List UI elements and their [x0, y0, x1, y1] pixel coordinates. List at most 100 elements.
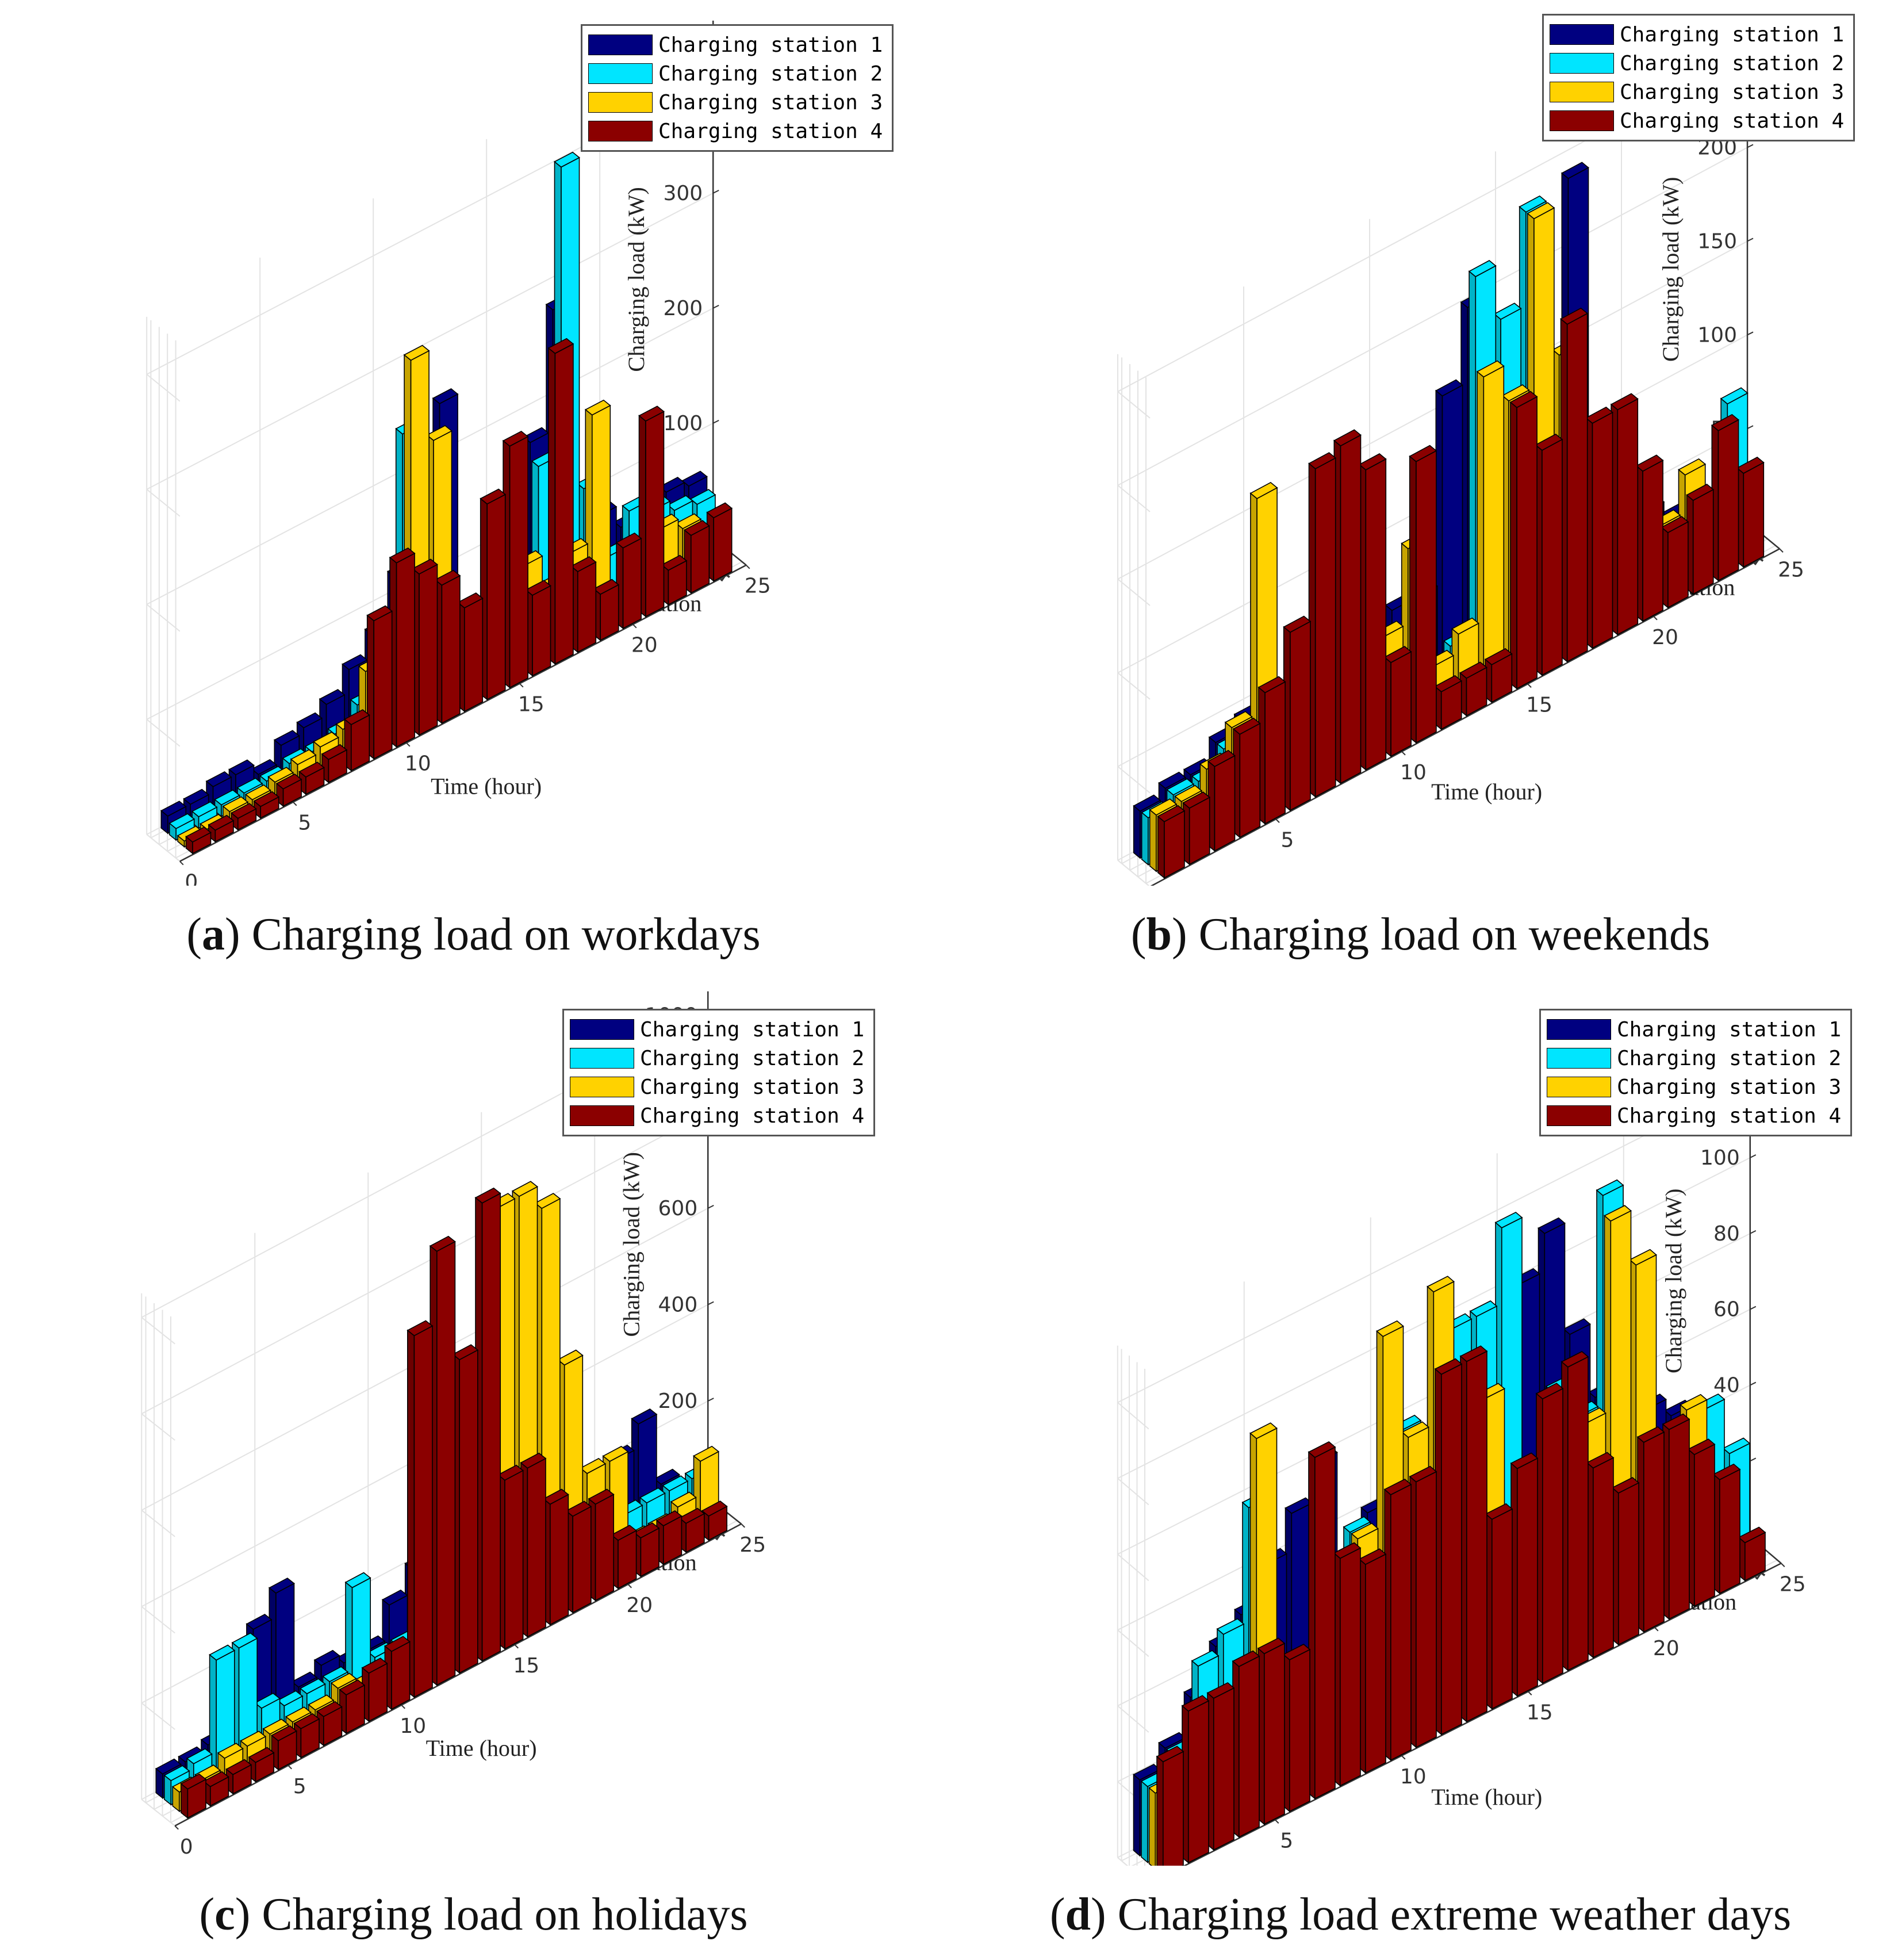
x-tick-label: 25 [739, 1533, 766, 1557]
legend-c: Charging station 1 Charging station 2 Ch… [562, 1009, 876, 1136]
bar-front-face [1692, 488, 1714, 595]
bar-front-face [441, 575, 461, 724]
bar-front-face [691, 525, 710, 594]
z-tick [1750, 1154, 1757, 1158]
bar [520, 1452, 547, 1638]
x-tick [287, 1765, 292, 1770]
bar-top-face [366, 605, 393, 622]
bar-top-face [610, 1525, 638, 1541]
z-tick [1747, 144, 1754, 148]
bar [1476, 360, 1505, 697]
x-tick-label: 25 [1778, 558, 1804, 581]
legend-item-2: Charging station 2 [570, 1044, 864, 1073]
x-axis-line [1150, 548, 1780, 886]
bar [1232, 717, 1261, 839]
caption-title: Charging load extreme weather days [1117, 1889, 1792, 1940]
grid-line [1117, 672, 1151, 700]
bar-top-face [1712, 1463, 1741, 1480]
bar-top-face [615, 532, 642, 549]
x-tick-label: 5 [293, 1775, 306, 1798]
bar [1459, 1345, 1488, 1723]
bar-top-face [299, 1678, 326, 1694]
z-tick-label: 200 [658, 1389, 698, 1413]
bar [202, 1771, 229, 1807]
z-tick [1750, 1306, 1757, 1310]
bar [1358, 453, 1387, 771]
bar [547, 338, 574, 665]
bar-top-face [1149, 798, 1178, 816]
bar-top-face [1401, 1421, 1429, 1438]
bar-front-face [1719, 1468, 1740, 1594]
bar-side-face [1141, 1780, 1148, 1863]
x-tick [741, 1523, 745, 1528]
bar-top-face [661, 554, 688, 571]
bar [655, 1510, 683, 1565]
x-tick [1401, 1755, 1406, 1760]
bar-top-face [1722, 1437, 1751, 1454]
bar-side-face [1510, 401, 1517, 690]
bar-top-face [1207, 749, 1236, 767]
bar-top-face [407, 1320, 434, 1337]
bar-top-face [1468, 260, 1497, 277]
bar-top-face [502, 430, 529, 447]
bar [610, 1525, 638, 1590]
grid-line [141, 1798, 175, 1827]
x-axis-title: Time (hour) [1431, 1784, 1542, 1810]
bar [706, 502, 733, 582]
bar-top-face [316, 1701, 343, 1717]
bar-top-face [1686, 484, 1715, 501]
bar-front-face [413, 1325, 433, 1698]
bar [339, 1679, 366, 1735]
bar-top-face [322, 1666, 349, 1682]
bar-top-face [1257, 1637, 1286, 1655]
bar-top-face [1538, 1217, 1566, 1234]
legend-item-1: Charging station 1 [570, 1015, 864, 1044]
bar [542, 1488, 569, 1626]
x-axis-title: Time (hour) [1431, 779, 1542, 805]
bar-top-face [1519, 195, 1547, 213]
caption-letter: b [1146, 909, 1172, 960]
bar-front-face [1542, 438, 1563, 676]
x-tick-label: 15 [518, 693, 545, 717]
bar-top-face [1283, 615, 1312, 633]
z-tick-label: 400 [658, 1293, 698, 1317]
z-tick [707, 1204, 714, 1209]
legend-item-1: Charging station 1 [1547, 1015, 1841, 1044]
z-tick [712, 189, 719, 194]
bar-top-face [296, 712, 323, 729]
bar [1206, 1682, 1235, 1851]
legend-swatch-1 [1547, 1019, 1611, 1040]
bar-top-face [236, 778, 263, 794]
bar-front-face [1339, 1547, 1361, 1787]
bar-side-face [1148, 1786, 1156, 1866]
bar-top-face [1610, 393, 1639, 411]
bar [321, 744, 348, 784]
bar-top-face [1451, 617, 1479, 635]
bar [1207, 749, 1236, 852]
bar-top-face [183, 788, 210, 805]
bar-top-face [275, 773, 302, 790]
bar [525, 580, 551, 677]
bar [593, 579, 620, 641]
bar [429, 1235, 456, 1686]
bar-front-face [436, 1241, 456, 1686]
bar-top-face [1383, 646, 1412, 663]
x-axis-line [1183, 1563, 1782, 1866]
bar [497, 1464, 524, 1650]
bar-top-face [480, 488, 507, 505]
bar-top-face [1509, 391, 1538, 408]
bar-front-face [577, 561, 597, 653]
bar-top-face [1585, 406, 1613, 424]
bar [1182, 791, 1211, 866]
x-tick [1653, 616, 1658, 621]
bar [474, 1187, 501, 1662]
bar-top-face [570, 556, 597, 572]
grid-line [1117, 1553, 1149, 1582]
bar [343, 709, 370, 772]
bar-top-face [1604, 1205, 1632, 1222]
x-tick-label: 25 [1780, 1572, 1806, 1596]
bar-top-face [1333, 1542, 1362, 1559]
legend-swatch-2 [588, 63, 653, 84]
bar-front-face [1238, 1655, 1260, 1838]
bar-top-face [1560, 307, 1589, 325]
